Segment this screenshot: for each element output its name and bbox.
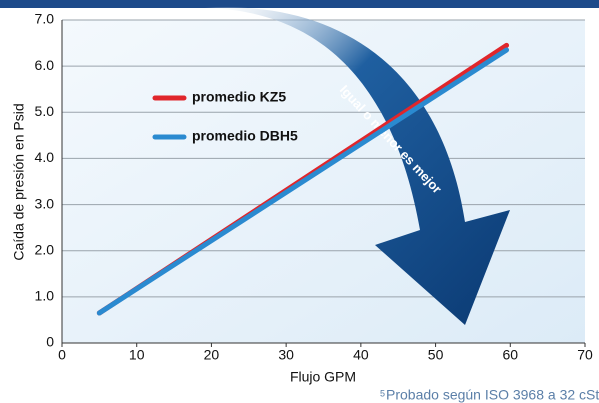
- footnote: Probado según ISO 3968 a 32 cSt.: [386, 387, 599, 403]
- x-tick-label: 20: [204, 347, 220, 363]
- x-axis-label: Flujo GPM: [290, 369, 356, 385]
- y-tick-label: 5.0: [35, 103, 55, 119]
- y-tick-label: 1.0: [35, 288, 55, 304]
- x-tick-label: 40: [353, 347, 369, 363]
- y-tick-label: 2.0: [35, 241, 55, 257]
- x-tick-label: 0: [58, 347, 66, 363]
- x-tick-label: 50: [428, 347, 444, 363]
- legend-label: promedio DBH5: [192, 128, 298, 144]
- x-tick-label: 30: [278, 347, 294, 363]
- legend-label: promedio KZ5: [192, 89, 286, 105]
- y-tick-label: 0: [46, 334, 54, 350]
- arrow: [205, 7, 510, 325]
- plot-area: [62, 20, 585, 343]
- y-axis-label: Caída de presión en Psid: [11, 103, 27, 260]
- x-tick-label: 60: [502, 347, 518, 363]
- series-line: [96, 47, 510, 316]
- x-tick-label: 70: [577, 347, 593, 363]
- y-tick-label: 4.0: [35, 149, 55, 165]
- y-tick-label: 6.0: [35, 57, 55, 73]
- footnote-mark: 5: [380, 388, 385, 398]
- x-tick-label: 10: [129, 347, 145, 363]
- y-tick-label: 7.0: [35, 11, 55, 27]
- y-tick-label: 3.0: [35, 195, 55, 211]
- top-band: [0, 0, 599, 8]
